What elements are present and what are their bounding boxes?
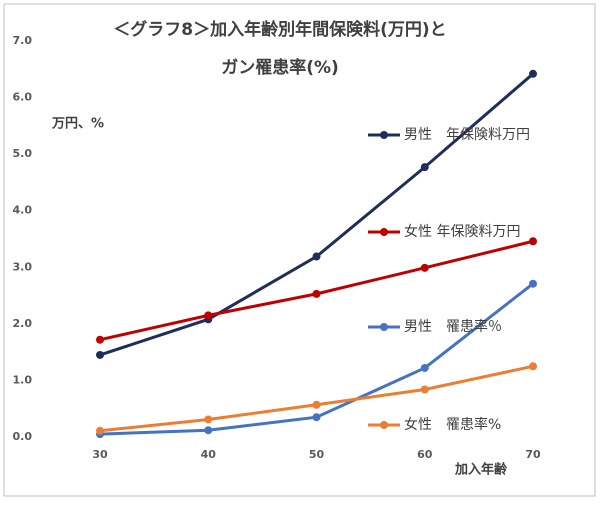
data-point <box>204 426 213 435</box>
data-point <box>96 335 104 344</box>
y-tick-label: 7.0 <box>13 34 33 47</box>
data-point <box>312 289 321 298</box>
data-point <box>420 263 429 272</box>
legend-label: 男性 年保険料万円 <box>404 127 530 143</box>
data-point <box>312 400 321 409</box>
legend-marker <box>380 421 388 429</box>
data-point <box>204 415 213 424</box>
x-axis-label: 加入年齢 <box>454 462 508 478</box>
y-tick-label: 5.0 <box>13 147 33 160</box>
data-point <box>529 69 537 78</box>
legend-label: 女性 罹患率% <box>404 416 501 433</box>
data-point <box>204 311 213 320</box>
y-tick-label: 3.0 <box>13 260 33 273</box>
x-tick-label: 70 <box>525 448 541 461</box>
y-axis-label: 万円、% <box>51 117 104 132</box>
x-tick-label: 50 <box>309 448 325 461</box>
series-line <box>99 282 534 436</box>
data-point <box>420 163 429 172</box>
x-tick-label: 30 <box>92 448 108 461</box>
data-point <box>420 363 429 372</box>
data-point <box>96 350 104 359</box>
legend-marker <box>380 228 388 236</box>
x-tick-label: 60 <box>417 448 433 461</box>
y-tick-label: 2.0 <box>13 317 33 330</box>
data-point <box>529 237 537 246</box>
y-tick-label: 6.0 <box>13 91 33 104</box>
y-tick-label: 0.0 <box>13 430 33 443</box>
legend-marker <box>380 323 388 331</box>
data-point <box>420 385 429 394</box>
y-tick-label: 4.0 <box>13 204 33 217</box>
data-point <box>96 426 104 435</box>
x-tick-label: 40 <box>201 448 217 461</box>
legend-marker <box>380 131 388 139</box>
legend-label: 男性 罹患率％ <box>404 318 502 335</box>
chart-title: ＜グラフ8＞加入年齢別年間保険料(万円)と <box>113 19 446 40</box>
data-point <box>529 279 537 288</box>
data-point <box>529 362 537 371</box>
chart-border <box>3 3 596 497</box>
data-point <box>312 252 321 261</box>
y-tick-label: 1.0 <box>13 373 33 386</box>
chart-title: ガン罹患率(%) <box>221 57 339 78</box>
legend-label: 女性 年保険料万円 <box>404 223 520 240</box>
series-line <box>99 72 534 357</box>
data-point <box>312 413 321 422</box>
